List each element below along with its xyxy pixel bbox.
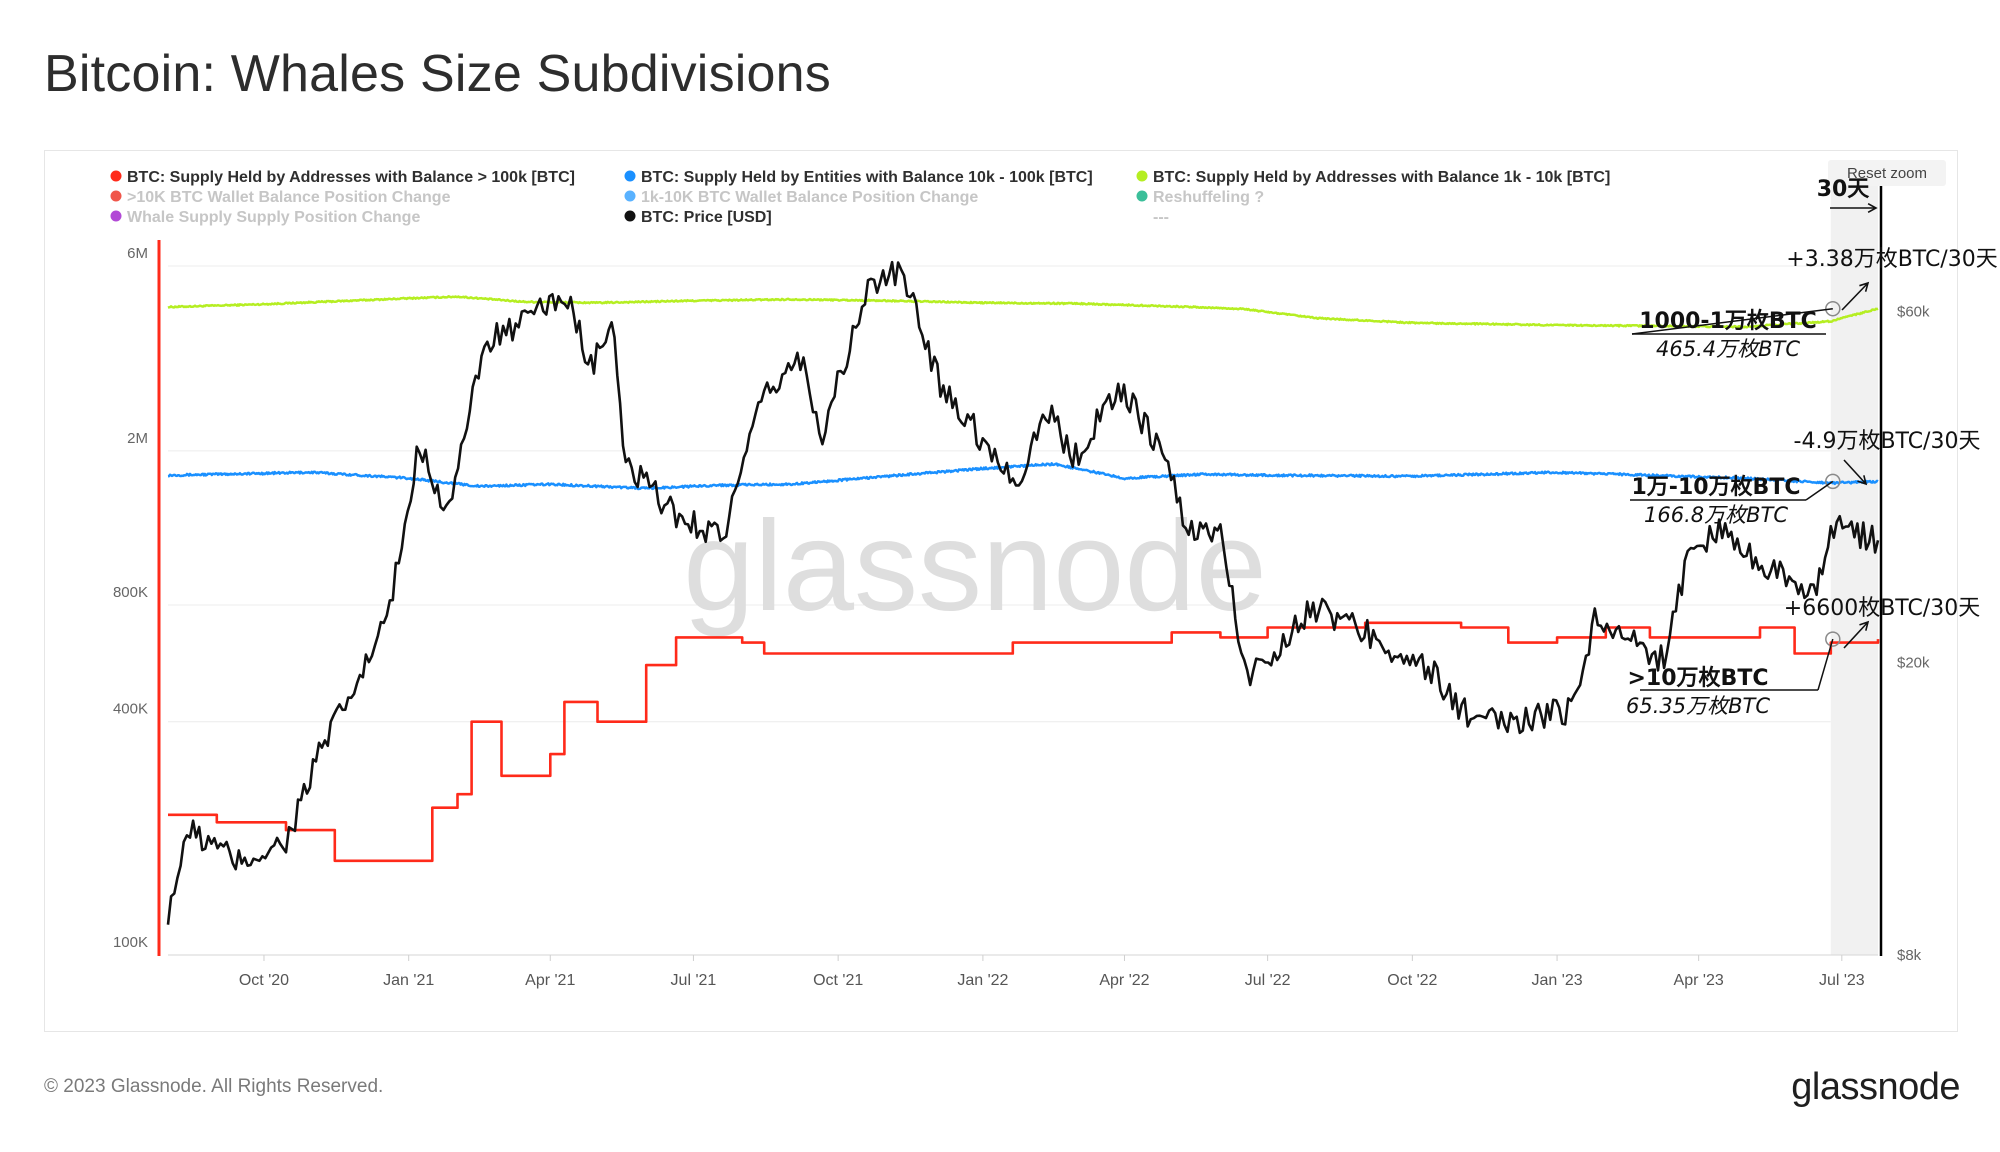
green-end-marker [1825,300,1841,317]
x-tick-label: Jul '23 [1819,972,1865,989]
red-change-label: +6600枚BTC/30天 [1784,596,1980,621]
x-tick-label: Jan '22 [957,972,1008,989]
legend-marker [1136,190,1148,202]
legend-item: BTC: Price [USD] [641,209,772,226]
brand-logo: glassnode [1791,1066,1960,1108]
x-tick-label: Apr '21 [525,972,575,989]
blue-value-label: 166.8万枚BTC [1644,503,1788,527]
y-left-tick: 6M [127,245,148,262]
watermark: glassnode [683,495,1267,638]
reset-zoom-label[interactable]: Reset zoom [1847,165,1927,182]
y-left-tick: 2M [127,430,148,447]
blue-arrow-icon-head [1857,475,1868,486]
blue-leader-line [1805,480,1834,501]
x-tick-label: Oct '20 [239,972,289,989]
x-tick-label: Jan '21 [383,972,434,989]
page-title: Bitcoin: Whales Size Subdivisions [44,45,831,103]
annotation-marks [1630,202,1878,691]
red-end-marker [1825,631,1841,647]
green-value-label: 465.4万枚BTC [1656,337,1800,361]
green-arrow-icon-head [1859,281,1870,292]
y-right-tick: $20k [1897,654,1930,671]
legend-marker [1136,170,1148,182]
legend-item: --- [1153,209,1169,226]
legend-item: Whale Supply Supply Position Change [127,209,420,226]
green-arrow-icon [1841,282,1869,311]
legend-marker [624,210,636,222]
y-right-tick: $60k [1897,303,1930,320]
x-tick-label: Jul '21 [671,972,717,989]
series-line [168,621,1880,863]
x-tick-label: Apr '23 [1674,972,1724,989]
red-arrow-icon [1843,621,1869,649]
x-tick-label: Oct '21 [813,972,863,989]
legend-item: 1k-10K BTC Wallet Balance Position Chang… [641,189,978,206]
legend-item: BTC: Supply Held by Addresses with Balan… [1153,169,1610,186]
window-label: 30天 [1817,177,1871,202]
copyright-text: © 2023 Glassnode. All Rights Reserved. [44,1076,384,1097]
reset-zoom-button-bg[interactable] [1828,160,1946,186]
red-arrow-icon-head [1859,620,1870,631]
blue-arrow-icon [1843,459,1867,485]
blue-end-marker [1825,473,1841,490]
window-arrow-icon-head [1867,202,1878,214]
highlight-window [1830,186,1878,955]
series-line [166,260,1880,925]
x-tick-label: Apr '22 [1099,972,1149,989]
reset-zoom-button[interactable]: Reset zoom [1828,160,1946,186]
blue-cohort-label: 1万-10万枚BTC [1632,474,1801,500]
series [166,260,1880,925]
legend-item: >10K BTC Wallet Balance Position Change [127,189,451,206]
series-line [167,462,1879,491]
legend-item: BTC: Supply Held by Entities with Balanc… [641,169,1093,186]
x-tick-label: Jan '23 [1532,972,1583,989]
blue-change-label: -4.9万枚BTC/30天 [1794,429,1981,454]
chart-legend: BTC: Supply Held by Addresses with Balan… [110,169,1610,226]
axes: 100K 400K 800K 2M 6M $8k $20k $60k Oct '20 Jan '2… [113,186,1930,989]
x-tick-label: Jul '22 [1245,972,1291,989]
y-left-tick: 800K [113,584,148,601]
legend-item: BTC: Supply Held by Addresses with Balan… [127,169,575,186]
legend-marker [110,210,122,222]
red-cohort-label: >10万枚BTC [1628,665,1769,691]
red-leader-line [1817,638,1834,691]
y-left-tick: 400K [113,701,148,718]
y-right-tick: $8k [1897,947,1922,964]
x-tick-label: Oct '22 [1387,972,1437,989]
legend-marker [110,190,122,202]
legend-marker [624,190,636,202]
red-value-label: 65.35万枚BTC [1626,694,1770,718]
y-left-tick: 100K [113,934,148,951]
green-leader-line [1631,307,1833,335]
series-line [167,295,1879,329]
chart-container [44,150,1958,1032]
legend-marker [624,170,636,182]
legend-item: Reshuffeling ? [1153,189,1264,206]
green-change-label: +3.38万枚BTC/30天 [1786,247,1997,272]
annotations: 30天 +3.38万枚BTC/30天 1000-1万枚BTC 465.4万枚BT… [1626,177,1998,718]
legend-marker [110,170,122,182]
